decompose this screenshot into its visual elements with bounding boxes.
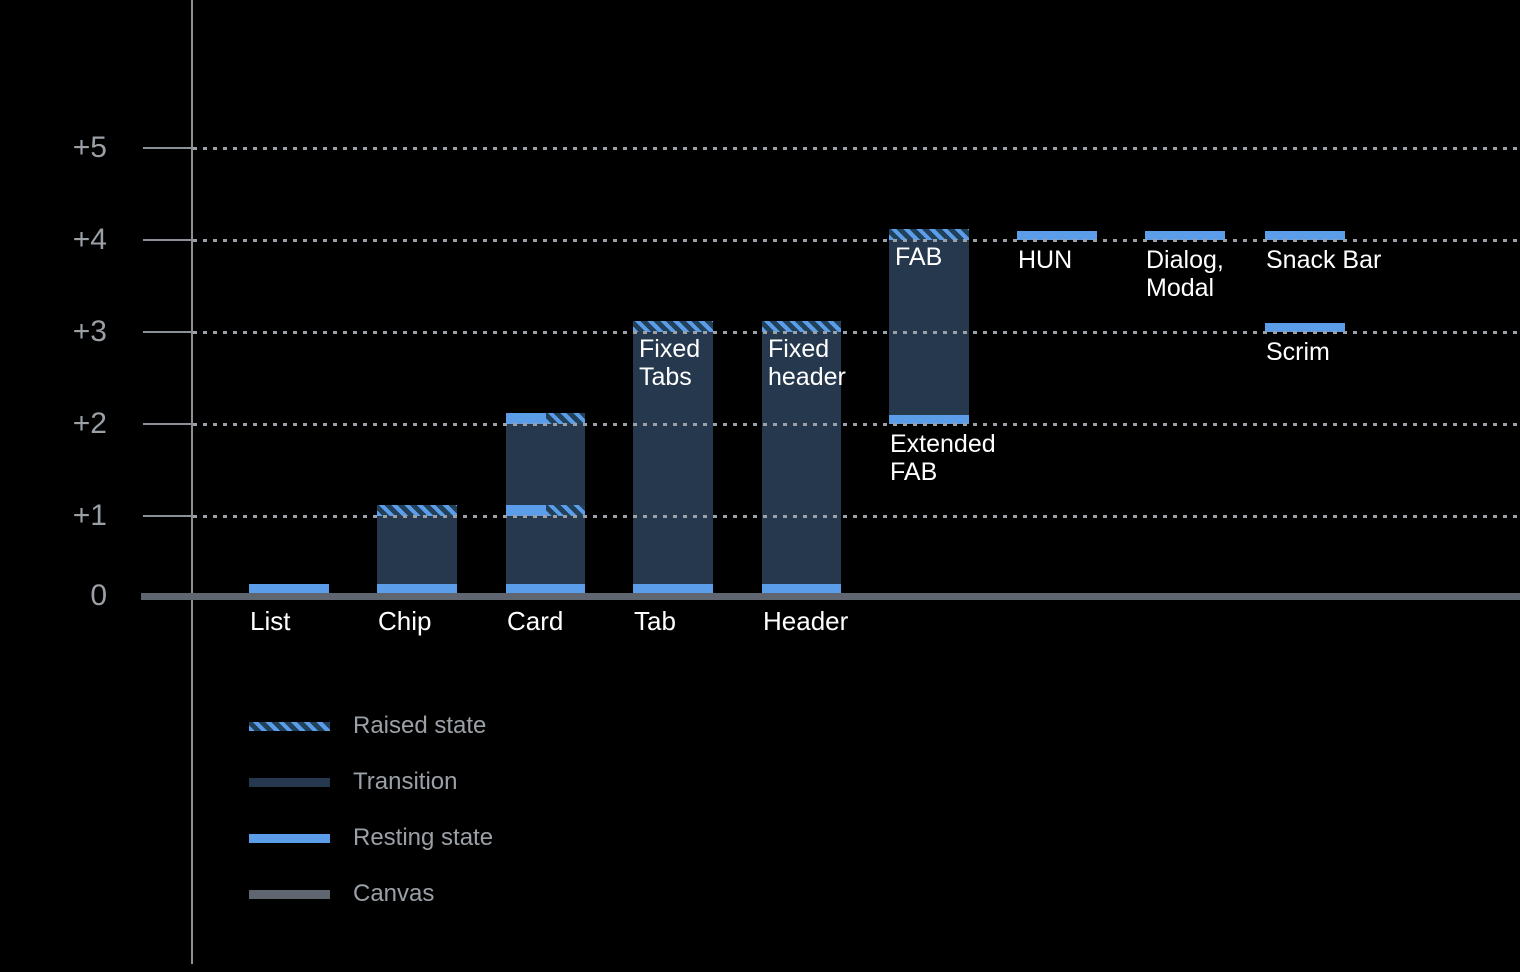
bar-segment-card <box>506 424 585 505</box>
bar-segment-tab <box>633 320 713 332</box>
bar-bottom-label-fab: Extended FAB <box>890 430 996 486</box>
bar-segment-chip <box>377 583 457 593</box>
bar-segment-chip <box>377 516 457 584</box>
legend-label-canvas: Canvas <box>353 880 435 907</box>
legend-swatch-raised <box>249 721 330 731</box>
bar-bottom-label-snack-bar: Snack Bar <box>1266 246 1382 274</box>
bar-segment-tab <box>633 583 713 593</box>
canvas-baseline <box>141 593 1520 600</box>
bar-segment-header <box>762 332 841 584</box>
raised-half <box>545 504 585 516</box>
legend-label-resting: Resting state <box>353 824 494 851</box>
bar-bottom-label-dialog-modal: Dialog, Modal <box>1146 246 1224 302</box>
bar-segment-fab <box>889 240 969 415</box>
gridline <box>193 331 1520 334</box>
bar-segment-header <box>762 583 841 593</box>
gridline <box>193 147 1520 150</box>
bar-segment-chip <box>377 504 457 516</box>
category-label-tab: Tab <box>634 606 676 636</box>
bar-top-label-tab: Fixed Tabs <box>639 334 701 391</box>
y-tick-label: +1 <box>72 499 107 532</box>
bar-segment-fab <box>889 228 969 240</box>
bar-segment-snack-bar <box>1265 230 1345 240</box>
bar-segment-header <box>762 320 841 332</box>
bar-segment-card <box>506 412 585 424</box>
bar-segment-tab <box>633 332 713 584</box>
y-tick-label: +3 <box>72 315 107 348</box>
bar-top-label-fab: FAB <box>895 242 943 271</box>
y-tick-label: +2 <box>72 407 107 440</box>
legend-label-transition: Transition <box>353 768 458 795</box>
bar-segment-dialog-modal <box>1145 230 1225 240</box>
resting-half <box>506 504 546 516</box>
y-tick-label: 0 <box>90 579 107 612</box>
legend-swatch-transition <box>249 777 330 787</box>
y-axis-line <box>191 0 193 964</box>
category-label-list: List <box>250 606 291 636</box>
bar-segment-card <box>506 516 585 584</box>
legend-row-canvas: Canvas <box>249 880 493 908</box>
bar-segment-scrim <box>1265 322 1345 332</box>
bar-segment-card <box>506 504 585 516</box>
y-tick-label: +4 <box>72 223 107 256</box>
y-tick-mark <box>143 239 193 241</box>
legend-row-resting: Resting state <box>249 824 493 852</box>
gridline <box>193 239 1520 242</box>
legend-swatch-resting <box>249 833 330 843</box>
bar-bottom-label-scrim: Scrim <box>1266 338 1330 366</box>
legend-label-raised: Raised state <box>353 712 487 739</box>
y-tick-mark <box>143 331 193 333</box>
gridline <box>193 423 1520 426</box>
category-label-card: Card <box>507 606 564 636</box>
y-tick-mark <box>143 515 193 517</box>
category-label-chip: Chip <box>378 606 432 636</box>
y-tick-label: +5 <box>72 131 107 164</box>
resting-half <box>506 412 546 424</box>
bar-segment-card <box>506 583 585 593</box>
legend-swatch-canvas <box>249 889 330 899</box>
bar-segment-list <box>249 583 329 593</box>
category-label-header: Header <box>763 606 849 636</box>
y-tick-mark <box>143 423 193 425</box>
legend: Raised state Transition Resting state Canva… <box>249 712 493 936</box>
bar-top-label-header: Fixed header <box>768 334 846 391</box>
legend-row-transition: Transition <box>249 768 493 796</box>
bar-segment-fab <box>889 414 969 424</box>
bar-bottom-label-hun: HUN <box>1018 246 1073 274</box>
y-tick-mark <box>143 147 193 149</box>
raised-half <box>545 412 585 424</box>
legend-row-raised: Raised state <box>249 712 493 740</box>
bar-segment-hun <box>1017 230 1097 240</box>
gridline <box>193 515 1520 518</box>
